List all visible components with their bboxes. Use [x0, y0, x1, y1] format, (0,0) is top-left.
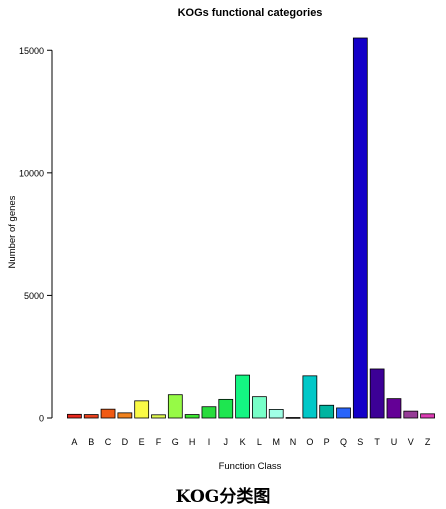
- x-tick-label-U: U: [391, 437, 398, 447]
- bar-Q: [336, 407, 351, 419]
- x-tick-label-M: M: [272, 437, 280, 447]
- x-tick-label-Z: Z: [425, 437, 431, 447]
- bar-V: [403, 410, 419, 419]
- y-tick-label: 5000: [24, 291, 44, 301]
- bar-Z: [420, 413, 435, 419]
- bar-U: [386, 398, 402, 419]
- x-tick-label-E: E: [139, 437, 145, 447]
- x-tick-label-H: H: [189, 437, 196, 447]
- bar-D: [117, 412, 133, 419]
- bar-S: [352, 37, 368, 419]
- y-tick-label: 10000: [19, 168, 44, 178]
- y-tick-label: 0: [39, 414, 44, 424]
- bar-N: [285, 417, 301, 419]
- bar-F: [151, 414, 166, 419]
- y-tick-label: 15000: [19, 46, 44, 56]
- bars: [67, 37, 435, 419]
- bar-E: [134, 400, 150, 419]
- x-tick-label-L: L: [257, 437, 262, 447]
- bar-C: [100, 408, 116, 419]
- x-tick-label-A: A: [71, 437, 77, 447]
- bar-L: [252, 396, 267, 419]
- bar-M: [268, 409, 284, 419]
- bar-G: [167, 394, 183, 419]
- bar-A: [67, 413, 82, 419]
- chart-title: KOGs functional categories: [178, 7, 323, 19]
- kog-bar-chart: KOGs functional categories 0 5000 10000 150…: [7, 7, 435, 472]
- x-tick-label-J: J: [224, 437, 229, 447]
- x-tick-label-B: B: [88, 437, 94, 447]
- bar-O: [302, 375, 318, 419]
- x-tick-label-G: G: [172, 437, 179, 447]
- x-tick-label-F: F: [156, 437, 162, 447]
- bar-I: [201, 406, 217, 419]
- bar-H: [184, 414, 200, 419]
- bar-K: [235, 374, 250, 419]
- x-tick-label-P: P: [324, 437, 330, 447]
- bar-B: [83, 414, 99, 419]
- x-tick-label-S: S: [357, 437, 363, 447]
- bar-J: [218, 398, 234, 419]
- x-tick-label-N: N: [290, 437, 297, 447]
- x-tick-label-I: I: [208, 437, 211, 447]
- y-axis-label: Number of genes: [7, 195, 18, 268]
- x-tick-label-C: C: [105, 437, 112, 447]
- x-tick-label-Q: Q: [340, 437, 347, 447]
- bar-P: [319, 404, 335, 419]
- x-tick-label-O: O: [306, 437, 313, 447]
- x-tick-label-D: D: [122, 437, 129, 447]
- x-tick-label-V: V: [408, 437, 414, 447]
- x-axis-label: Function Class: [219, 461, 282, 472]
- x-tick-label-K: K: [240, 437, 246, 447]
- figure-caption: KOG分类图: [175, 487, 271, 507]
- y-axis: 0 5000 10000 15000: [19, 46, 53, 424]
- bar-T: [369, 368, 385, 419]
- x-tick-label-T: T: [374, 437, 380, 447]
